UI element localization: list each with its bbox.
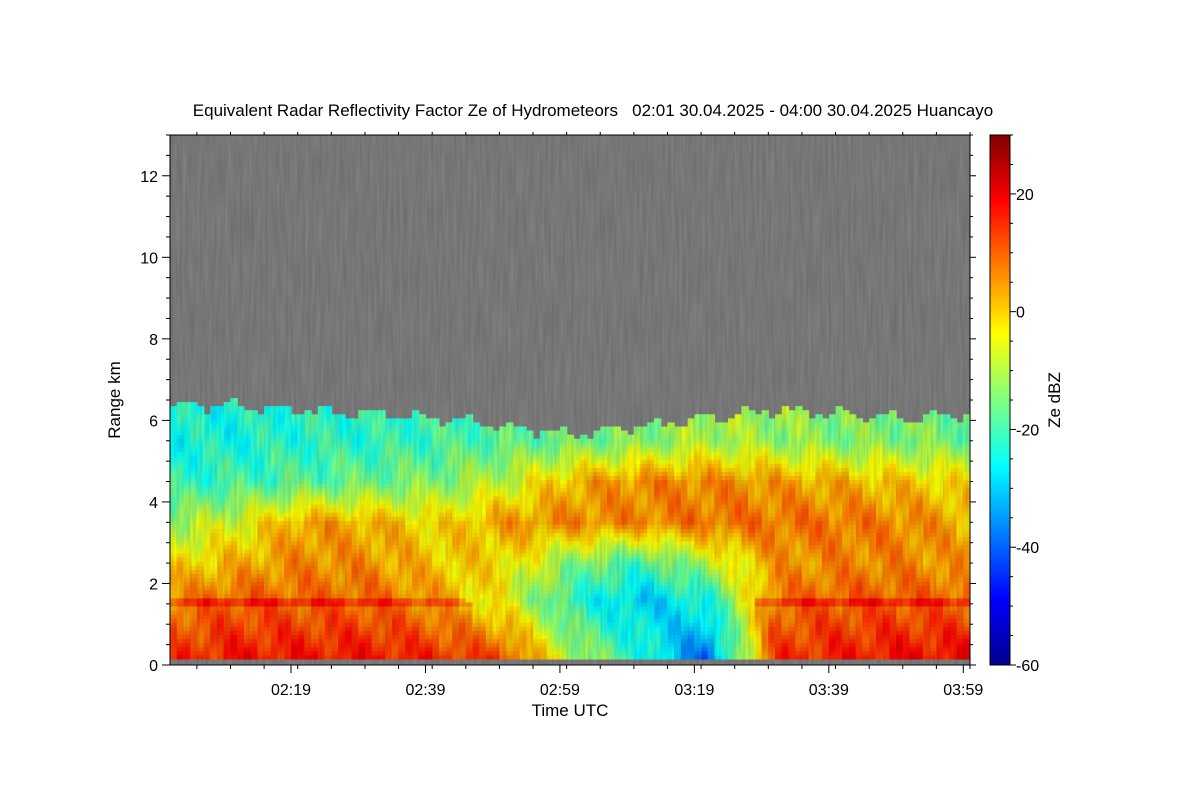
plot-area xyxy=(170,135,970,665)
chart-title: Equivalent Radar Reflectivity Factor Ze … xyxy=(193,101,993,120)
